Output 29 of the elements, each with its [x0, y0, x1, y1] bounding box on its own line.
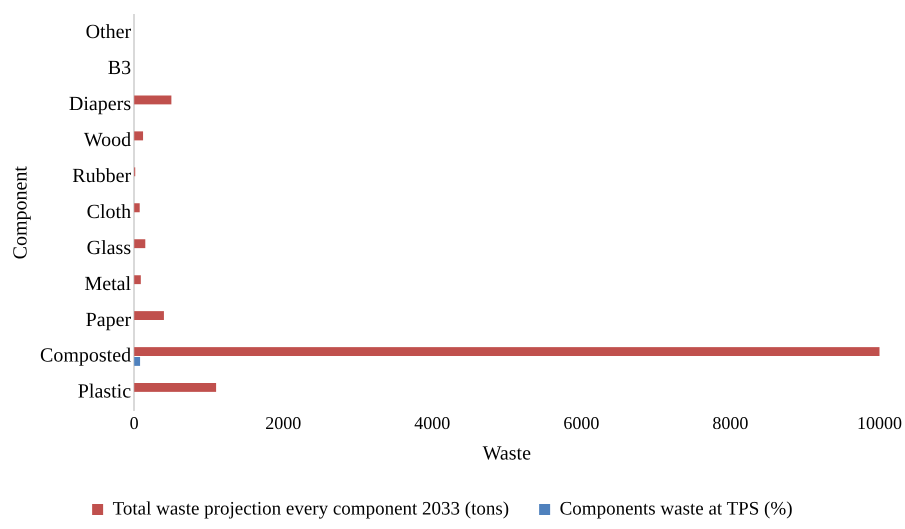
y-tick-label: Diapers — [68, 93, 132, 116]
y-tick-label: Wood — [84, 129, 132, 152]
bar — [134, 347, 880, 356]
bar — [134, 383, 216, 392]
x-tick-label: 4000 — [414, 412, 450, 433]
y-tick-label: Cloth — [86, 200, 132, 223]
bar — [134, 239, 146, 248]
y-tick-label: B3 — [108, 57, 132, 80]
y-axis-title: Component — [9, 166, 32, 260]
y-tick-label: Plastic — [78, 380, 132, 403]
y-tick-label: Metal — [84, 272, 132, 295]
bar — [134, 356, 140, 366]
legend-label: Components waste at TPS (%) — [560, 498, 793, 520]
x-tick-label: 6000 — [563, 412, 600, 433]
x-tick-label: 2000 — [265, 412, 302, 433]
bar — [134, 311, 164, 320]
x-tick-label: 8000 — [712, 412, 748, 433]
x-tick-label: 10000 — [857, 412, 902, 433]
x-tick-label: 0 — [130, 412, 139, 433]
y-tick-label: Paper — [86, 308, 132, 331]
y-tick-label: Other — [86, 21, 132, 44]
bar — [134, 95, 172, 104]
x-axis-title: Waste — [482, 442, 532, 464]
y-tick-label: Rubber — [72, 165, 132, 188]
y-tick-label: Composted — [40, 344, 132, 367]
bar — [134, 275, 141, 284]
legend-label: Total waste projection every component 2033 (tons) — [112, 498, 510, 520]
y-tick-label: Glass — [86, 236, 132, 259]
bar — [134, 131, 144, 140]
